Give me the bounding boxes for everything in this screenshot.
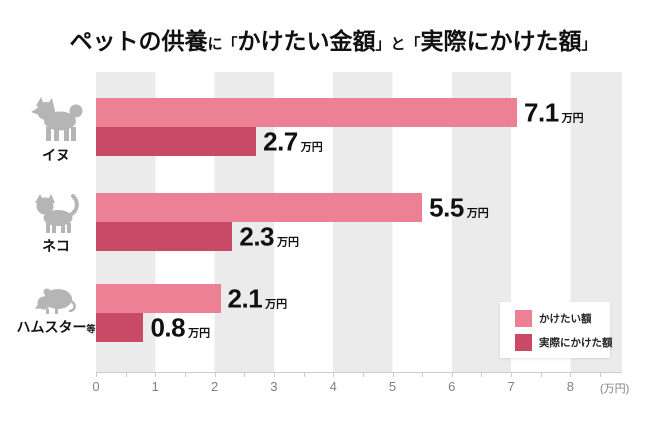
bar-value-label: 2.3 万円 — [239, 221, 299, 252]
bar-want-0 — [96, 98, 518, 127]
dog-icon — [31, 97, 83, 141]
bar-value-label: 2.7 万円 — [263, 126, 323, 157]
bar-value-number: 2.3 — [239, 221, 275, 251]
category-label-hamster-suffix: 等 — [86, 324, 96, 334]
bar-want-2 — [96, 284, 221, 313]
legend: かけたい額 実際にかけた額 — [500, 302, 613, 358]
bar-actual-1 — [96, 222, 233, 251]
title-segment: 」 — [581, 36, 597, 53]
x-axis-tick — [214, 372, 216, 377]
x-axis-tick — [125, 372, 127, 377]
plot-area: 7.1 万円 5.5 万円 2.1 万円 2.7 万円 2.3 万円 0.8 万円 — [96, 72, 622, 373]
x-axis-tick — [303, 372, 305, 377]
x-axis-tick — [422, 372, 424, 377]
bar-value-label: 5.5 万円 — [429, 192, 489, 223]
x-axis-tick — [155, 372, 157, 377]
bar-value-label: 2.1 万円 — [228, 283, 288, 314]
x-axis-tick — [244, 372, 246, 377]
x-axis-tick — [451, 372, 453, 377]
title-segment: 」と「 — [375, 36, 421, 53]
category-label-cat-text: ネコ — [42, 238, 70, 254]
category-dog: イヌ — [16, 97, 96, 165]
x-axis-tick — [362, 372, 364, 377]
x-axis-tick — [333, 372, 335, 377]
x-axis-tick-label: 1 — [151, 379, 159, 394]
title-segment: ペットの供養 — [69, 28, 208, 54]
legend-swatch-want — [515, 310, 532, 327]
bar-value-unit: 万円 — [466, 207, 489, 219]
x-axis-unit-label: (万円) — [600, 383, 630, 395]
category-label-dog-text: イヌ — [42, 147, 70, 163]
legend-item-actual: 実際にかけた額 — [515, 334, 613, 351]
bar-want-1 — [96, 193, 423, 222]
bar-value-number: 2.7 — [263, 126, 298, 156]
x-axis-tick-label: 7 — [507, 379, 515, 394]
x-axis-tick-label: 5 — [388, 379, 397, 394]
x-axis-tick-label: 2 — [210, 379, 219, 394]
x-axis-tick — [481, 372, 483, 377]
legend-label-actual: 実際にかけた額 — [539, 337, 613, 349]
category-cat: ネコ — [16, 194, 96, 256]
x-axis-tick-label: 4 — [329, 379, 337, 394]
bar-actual-2 — [96, 313, 144, 342]
x-axis-tick — [96, 372, 97, 377]
title-segment: 実際にかけた額 — [420, 28, 582, 54]
title-segment: に — [207, 36, 223, 53]
bar-value-label: 7.1 万円 — [524, 97, 584, 128]
x-axis-tick-label: 6 — [448, 379, 456, 394]
x-axis-tick-label: 0 — [92, 379, 100, 394]
x-axis-tick — [570, 372, 572, 377]
hamster-icon — [35, 288, 76, 314]
x-axis-tick — [600, 372, 602, 377]
bar-value-unit: 万円 — [300, 141, 323, 153]
x-axis-tick-label: 8 — [566, 379, 575, 394]
bar-value-number: 7.1 — [524, 97, 559, 127]
bar-value-number: 0.8 — [150, 312, 186, 342]
cat-icon — [35, 194, 79, 233]
x-axis-tick — [511, 372, 513, 377]
bar-value-unit: 万円 — [188, 327, 211, 339]
title-segment: 「 — [222, 36, 238, 53]
x-axis-tick — [184, 372, 186, 377]
bar-value-label: 0.8 万円 — [150, 312, 210, 343]
legend-swatch-actual — [515, 334, 532, 351]
legend-item-want: かけたい額 — [515, 310, 610, 327]
x-axis-tick — [392, 372, 394, 377]
bar-value-unit: 万円 — [277, 236, 300, 248]
legend-label-want: かけたい額 — [539, 313, 592, 325]
x-axis: 0 1 2 3 4 5 6 7 8 — [92, 372, 626, 400]
x-axis-tick — [540, 372, 542, 377]
category-label-dog: イヌ — [16, 145, 96, 165]
category-hamster: ハムスター等 — [12, 285, 100, 337]
bar-value-number: 2.1 — [227, 283, 263, 313]
category-label-hamster-text: ハムスター — [16, 319, 87, 335]
bar-value-unit: 万円 — [265, 298, 288, 310]
bar-actual-0 — [96, 127, 257, 156]
x-axis-tick — [273, 372, 275, 377]
bar-value-unit: 万円 — [561, 112, 584, 124]
chart-title: ペットの供養に「かけたい金額」と「実際にかけた額」 — [0, 26, 666, 60]
x-axis-tick-label: 3 — [270, 379, 278, 394]
title-segment: かけたい金額 — [237, 28, 376, 54]
bar-value-number: 5.5 — [429, 192, 464, 222]
category-label-cat: ネコ — [16, 236, 96, 256]
category-label-hamster: ハムスター等 — [12, 317, 100, 337]
